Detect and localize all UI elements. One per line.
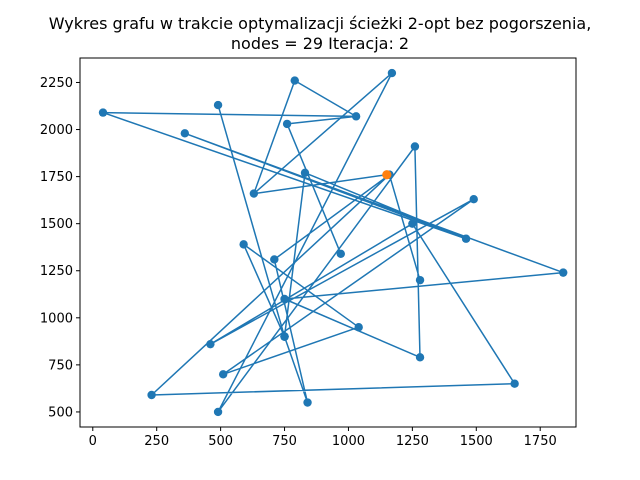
x-tick-label: 250 (144, 434, 169, 449)
tour-segment (286, 123, 342, 255)
node-marker (239, 240, 248, 249)
node-marker (408, 219, 417, 228)
node-marker (387, 68, 397, 78)
node-marker (300, 168, 310, 178)
node-marker (206, 339, 215, 349)
x-tick-label: 500 (208, 434, 233, 449)
x-tick-label: 1500 (460, 434, 493, 449)
chart-title-line1: Wykres grafu w trakcie optymalizacji ści… (49, 14, 592, 33)
node-marker (469, 194, 478, 204)
node-marker (218, 370, 228, 379)
x-tick-label: 750 (272, 434, 297, 449)
y-tick-label: 1750 (40, 170, 73, 185)
node-marker (98, 108, 108, 117)
chart-title-line2: nodes = 29 Iteracja: 2 (231, 34, 409, 53)
node-marker (249, 189, 259, 198)
current-node-marker (382, 170, 392, 180)
y-tick-label: 750 (48, 358, 73, 373)
node-marker (303, 398, 312, 407)
node-marker (290, 76, 299, 85)
x-tick-label: 1000 (332, 434, 365, 449)
y-tick-label: 500 (48, 405, 73, 420)
y-tick-label: 1250 (40, 264, 73, 279)
node-marker (213, 100, 223, 110)
node-marker (351, 112, 361, 121)
y-tick-label: 1000 (40, 311, 73, 326)
x-tick-label: 1250 (396, 434, 429, 449)
node-marker (270, 255, 279, 264)
node-marker (336, 249, 345, 258)
y-tick-label: 1500 (40, 217, 73, 232)
node-marker (461, 234, 471, 243)
plot-area: 0 250 500 750 1000 1250 1500 1750 500 750 1000 1250… (40, 57, 577, 449)
node-marker (354, 323, 363, 332)
node-marker (510, 379, 519, 388)
tour-segment (102, 111, 357, 118)
node-marker (280, 332, 289, 341)
node-marker (282, 119, 292, 129)
node-marker (147, 390, 156, 400)
x-tick-label: 0 (89, 434, 97, 449)
y-tick-label: 2000 (40, 123, 73, 138)
node-marker (213, 407, 223, 417)
node-marker (415, 275, 425, 285)
tour-segment (253, 80, 296, 194)
tour-segment (287, 115, 357, 125)
axes-frame (79, 57, 577, 428)
tour-path (150, 72, 564, 413)
x-tick-label: 1750 (524, 434, 557, 449)
node-marker (280, 294, 289, 304)
node-marker (559, 268, 568, 277)
y-tick-label: 2250 (40, 76, 73, 91)
node-marker (180, 129, 190, 138)
tour-segment (294, 79, 357, 118)
node-marker (415, 353, 425, 362)
tour-segment (102, 111, 467, 240)
node-marker (410, 142, 420, 151)
